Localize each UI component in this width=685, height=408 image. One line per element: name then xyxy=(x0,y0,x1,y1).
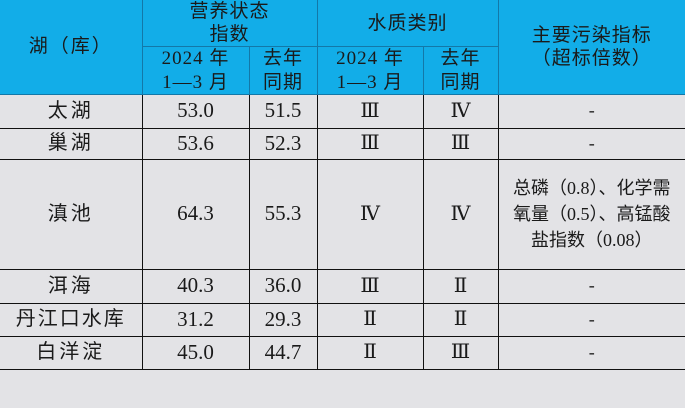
column-header-lake: 湖（库） xyxy=(0,0,143,95)
cell-nutrient-2024: 53.0 xyxy=(141,93,250,129)
cell-pollutants: - xyxy=(497,93,685,129)
cell-nutrient-lastyear: 29.3 xyxy=(248,302,318,337)
column-header-main-pollutants: 主要污染指标 （超标倍数） xyxy=(497,0,685,95)
cell-lake-name: 滇池 xyxy=(0,158,143,270)
table-row: 洱海 40.3 36.0 Ⅲ Ⅱ - xyxy=(0,268,685,304)
cell-quality-2024: Ⅳ xyxy=(316,158,424,270)
header-row-sub: 2024 年 1—3 月 去年 同期 2024 年 1—3 月 去年 同期 xyxy=(0,46,685,95)
header-row-group: 湖（库） 营养状态 指数 水质类别 主要污染指标 （超标倍数） xyxy=(0,0,685,95)
cell-nutrient-lastyear: 36.0 xyxy=(248,268,318,304)
table-header: 湖（库） 营养状态 指数 水质类别 主要污染指标 （超标倍数） 2024 年 1… xyxy=(0,0,685,95)
cell-quality-lastyear: Ⅲ xyxy=(422,127,499,160)
cell-nutrient-lastyear: 44.7 xyxy=(248,335,318,370)
table-row: 巢湖 53.6 52.3 Ⅲ Ⅲ - xyxy=(0,127,685,160)
cell-lake-name: 丹江口水库 xyxy=(0,302,143,337)
cell-nutrient-2024: 64.3 xyxy=(141,158,250,270)
cell-nutrient-2024: 53.6 xyxy=(141,127,250,160)
cell-quality-2024: Ⅲ xyxy=(316,93,424,129)
cell-quality-lastyear: Ⅳ xyxy=(422,158,499,270)
cell-lake-name: 太湖 xyxy=(0,93,143,129)
cell-quality-2024: Ⅲ xyxy=(316,127,424,160)
cell-pollutants: - xyxy=(497,335,685,370)
cell-quality-2024: Ⅲ xyxy=(316,268,424,304)
table-row: 丹江口水库 31.2 29.3 Ⅱ Ⅱ - xyxy=(0,302,685,337)
cell-lake-name: 巢湖 xyxy=(0,127,143,160)
cell-quality-lastyear: Ⅲ xyxy=(422,335,499,370)
column-header-quality-2024: 2024 年 1—3 月 xyxy=(316,46,424,95)
cell-pollutants: - xyxy=(497,268,685,304)
table-row: 白洋淀 45.0 44.7 Ⅱ Ⅲ - xyxy=(0,335,685,370)
column-header-water-quality-category: 水质类别 xyxy=(316,0,499,48)
bottom-margin-strip xyxy=(0,369,685,390)
table-row: 滇池 64.3 55.3 Ⅳ Ⅳ 总磷（0.8）、化学需氧量（0.5）、高锰酸盐… xyxy=(0,158,685,270)
cell-quality-lastyear: Ⅳ xyxy=(422,93,499,129)
cell-nutrient-lastyear: 51.5 xyxy=(248,93,318,129)
table-row: 太湖 53.0 51.5 Ⅲ Ⅳ - xyxy=(0,93,685,129)
cell-pollutants: 总磷（0.8）、化学需氧量（0.5）、高锰酸盐指数（0.08） xyxy=(497,158,685,270)
cell-nutrient-2024: 31.2 xyxy=(141,302,250,337)
column-header-nutrient-index: 营养状态 指数 xyxy=(141,0,318,48)
water-quality-table: 湖（库） 营养状态 指数 水质类别 主要污染指标 （超标倍数） 2024 年 1… xyxy=(0,0,685,370)
column-header-quality-lastyear: 去年 同期 xyxy=(422,46,499,95)
cell-lake-name: 白洋淀 xyxy=(0,335,143,370)
cell-quality-2024: Ⅱ xyxy=(316,302,424,337)
cell-nutrient-lastyear: 52.3 xyxy=(248,127,318,160)
cell-quality-2024: Ⅱ xyxy=(316,335,424,370)
cell-pollutants: - xyxy=(497,302,685,337)
cell-nutrient-2024: 40.3 xyxy=(141,268,250,304)
cell-quality-lastyear: Ⅱ xyxy=(422,268,499,304)
cell-lake-name: 洱海 xyxy=(0,268,143,304)
column-header-nutrient-2024: 2024 年 1—3 月 xyxy=(141,46,250,95)
column-header-nutrient-lastyear: 去年 同期 xyxy=(248,46,318,95)
table-body: 太湖 53.0 51.5 Ⅲ Ⅳ - 巢湖 53.6 52.3 Ⅲ Ⅲ - 滇池… xyxy=(0,93,685,370)
cell-nutrient-2024: 45.0 xyxy=(141,335,250,370)
cell-nutrient-lastyear: 55.3 xyxy=(248,158,318,270)
cell-pollutants: - xyxy=(497,127,685,160)
cell-quality-lastyear: Ⅱ xyxy=(422,302,499,337)
